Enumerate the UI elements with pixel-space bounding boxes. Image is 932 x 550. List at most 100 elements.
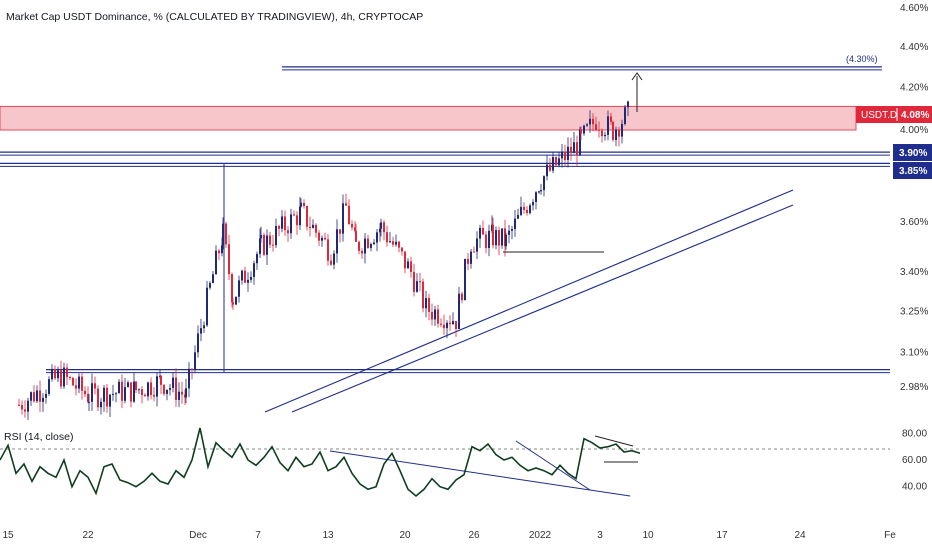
candle-body: [407, 261, 409, 269]
candle-body: [361, 250, 363, 254]
candle-body: [401, 247, 403, 252]
candle-body: [580, 129, 582, 134]
candle-body: [598, 129, 600, 131]
price-pane: (4.30%) Market Cap USDT Dominance, % (CA…: [0, 11, 890, 420]
candle-body: [395, 241, 397, 245]
price-axis[interactable]: 4.60% 4.40% 4.20% 4.00% 3.60% 3.40% 3.25% 3.10%…: [900, 3, 928, 393]
candle-body: [72, 377, 74, 386]
badge-385-value: 3.85%: [899, 166, 927, 177]
candle-body: [315, 224, 317, 233]
candle-body: [221, 245, 223, 254]
badge-usdt: USDT.D 4.08%: [856, 106, 932, 123]
candle-body: [333, 253, 335, 265]
candle-body: [621, 124, 623, 137]
candle-body: [376, 232, 378, 243]
candle-body: [330, 260, 332, 265]
time-tick-label: 24: [794, 530, 806, 541]
rsi-trendlines: [329, 435, 638, 497]
candle-body: [212, 274, 214, 284]
candle-body: [612, 121, 614, 140]
candle-body: [501, 228, 503, 246]
candle-body: [618, 129, 620, 137]
candle-body: [247, 279, 249, 283]
badge-390-bg: [893, 144, 932, 161]
candle-body: [416, 281, 418, 292]
candle-body: [476, 238, 478, 252]
candle-body: [60, 370, 62, 387]
candle-body: [191, 368, 193, 370]
price-tick-label: 3.40%: [900, 267, 928, 278]
candle-body: [263, 234, 265, 255]
candle-body: [389, 241, 391, 243]
rsi-axis[interactable]: 80.00 60.00 40.00: [902, 428, 927, 492]
candle-body: [293, 214, 295, 216]
candle-body: [312, 224, 314, 228]
candle-body: [33, 392, 35, 402]
candle-body: [607, 116, 609, 135]
candle-body: [558, 158, 560, 166]
candle-body: [266, 235, 268, 255]
candle-body: [327, 239, 329, 261]
candle-body: [259, 238, 261, 254]
candle-body: [256, 253, 258, 264]
candle-body: [253, 263, 255, 278]
target-arrow-head: [631, 72, 643, 81]
candle-body: [21, 405, 23, 410]
candle-body: [576, 142, 578, 156]
rsi-descending-line: [329, 450, 631, 497]
candle-body: [178, 391, 180, 400]
candle-body: [296, 215, 298, 226]
candle-body: [118, 381, 120, 394]
candle-body: [91, 383, 93, 402]
candle-body: [434, 309, 436, 320]
candle-body: [238, 280, 240, 297]
price-tick-label: 4.40%: [900, 42, 928, 53]
candle-body: [358, 241, 360, 251]
candle-body: [284, 216, 286, 231]
candle-body: [231, 274, 233, 303]
time-axis[interactable]: 15 22 Dec 7 13 20 26 2022 3 10 17 24 Fe: [2, 530, 896, 541]
candle-body: [281, 216, 283, 229]
candle-body: [570, 146, 572, 154]
candle-body: [287, 230, 289, 234]
price-tick-label: 2.98%: [900, 382, 928, 393]
candle-body: [232, 302, 234, 305]
candle-body: [260, 234, 262, 239]
rsi-trendline: [515, 440, 591, 491]
badge-level-385: 3.85%: [893, 162, 932, 179]
candle-body: [30, 392, 32, 401]
candle-body: [130, 382, 132, 402]
candle-body: [482, 227, 484, 235]
candle-body: [443, 324, 445, 329]
candle-body: [88, 401, 90, 403]
candle-body: [549, 164, 551, 171]
candle-body: [514, 218, 516, 230]
candle-body: [351, 224, 353, 228]
candle-body: [404, 251, 406, 269]
candle-body: [235, 296, 237, 305]
candle-body: [324, 237, 326, 240]
candle-body: [135, 381, 137, 391]
candle-body: [583, 125, 585, 134]
candle-body: [115, 393, 117, 395]
candle-body: [386, 232, 388, 243]
candle-body: [299, 206, 301, 226]
price-tick-label: 3.25%: [900, 306, 928, 317]
badge-390-value: 3.90%: [899, 148, 927, 159]
candle-body: [529, 205, 531, 214]
candle-body: [175, 377, 177, 400]
candle-body: [84, 390, 86, 395]
candle-body: [538, 191, 540, 193]
candle-body: [586, 124, 588, 126]
price-tick-label: 3.60%: [900, 217, 928, 228]
candle-body: [508, 230, 510, 235]
candle-body: [321, 237, 323, 241]
time-tick-label: 13: [322, 530, 334, 541]
candle-body: [455, 321, 457, 330]
candle-body: [185, 388, 187, 398]
candle-body: [452, 321, 454, 325]
candle-body: [303, 202, 305, 207]
candle-body: [166, 389, 168, 394]
candle-body: [172, 377, 174, 388]
